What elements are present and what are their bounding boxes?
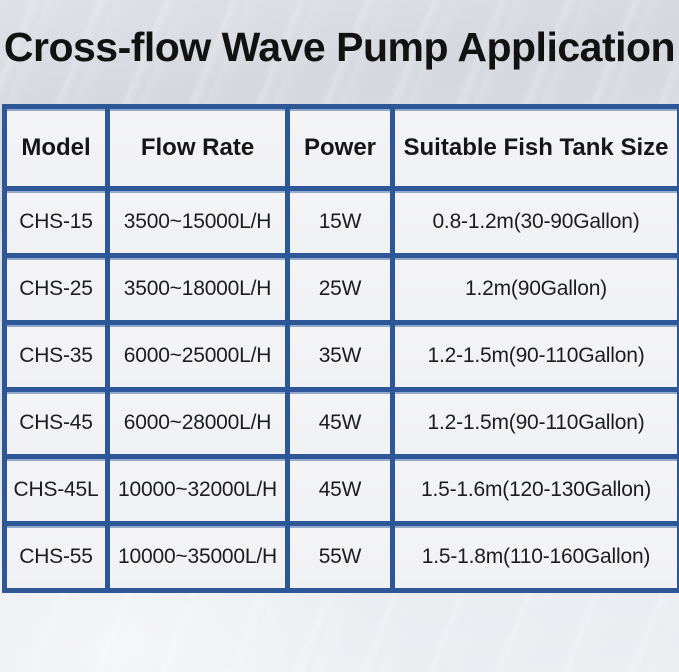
col-header-flow-rate: Flow Rate <box>105 104 290 191</box>
table-cell: CHS-25 <box>2 253 110 325</box>
table-body: CHS-15 3500~15000L/H 15W 0.8-1.2m(30-90Gall… <box>2 186 679 593</box>
table-cell: CHS-15 <box>2 186 110 258</box>
table-row: CHS-45 6000~28000L/H 45W 1.2-1.5m(90-110Gal… <box>2 387 679 459</box>
table-cell: 45W <box>285 387 395 459</box>
col-header-power: Power <box>285 104 395 191</box>
table-cell: 1.2-1.5m(90-110Gallon) <box>390 320 679 392</box>
col-header-model: Model <box>2 104 110 191</box>
table-cell: CHS-45 <box>2 387 110 459</box>
table-cell: CHS-45L <box>2 454 110 526</box>
col-header-tank-size: Suitable Fish Tank Size <box>390 104 679 191</box>
table-cell: CHS-55 <box>2 521 110 593</box>
table-cell: 1.2-1.5m(90-110Gallon) <box>390 387 679 459</box>
pump-spec-table: Model Flow Rate Power Suitable Fish Tank… <box>2 104 679 593</box>
table-cell: 1.5-1.8m(110-160Gallon) <box>390 521 679 593</box>
table-cell: 1.5-1.6m(120-130Gallon) <box>390 454 679 526</box>
table-row: CHS-35 6000~25000L/H 35W 1.2-1.5m(90-110Gal… <box>2 320 679 392</box>
header-row: Model Flow Rate Power Suitable Fish Tank… <box>2 104 679 191</box>
table-cell: 6000~28000L/H <box>105 387 290 459</box>
table-cell: 25W <box>285 253 395 325</box>
table-cell: 10000~32000L/H <box>105 454 290 526</box>
table-cell: 3500~15000L/H <box>105 186 290 258</box>
table-cell: 10000~35000L/H <box>105 521 290 593</box>
table-row: CHS-45L 10000~32000L/H 45W 1.5-1.6m(120-130… <box>2 454 679 526</box>
table-row: CHS-55 10000~35000L/H 55W 1.5-1.8m(110-160G… <box>2 521 679 593</box>
table-cell: 0.8-1.2m(30-90Gallon) <box>390 186 679 258</box>
table-cell: 15W <box>285 186 395 258</box>
page-title: Cross-flow Wave Pump Application <box>3 24 676 70</box>
table-cell: 35W <box>285 320 395 392</box>
table-row: CHS-25 3500~18000L/H 25W 1.2m(90Gallon) <box>2 253 679 325</box>
table-cell: CHS-35 <box>2 320 110 392</box>
table-row: CHS-15 3500~15000L/H 15W 0.8-1.2m(30-90Gall… <box>2 186 679 258</box>
table-cell: 3500~18000L/H <box>105 253 290 325</box>
table-cell: 6000~25000L/H <box>105 320 290 392</box>
table-cell: 1.2m(90Gallon) <box>390 253 679 325</box>
table-cell: 45W <box>285 454 395 526</box>
table-cell: 55W <box>285 521 395 593</box>
